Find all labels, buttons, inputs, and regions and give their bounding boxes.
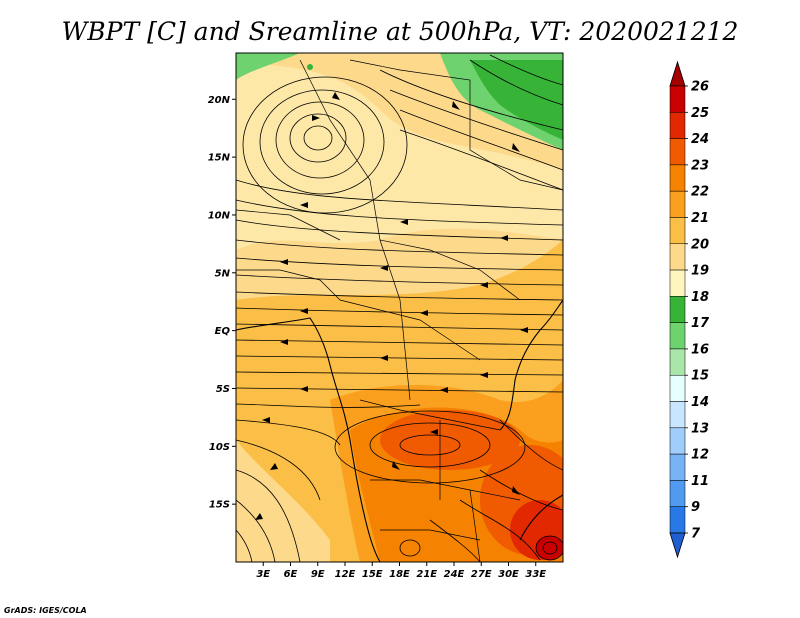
colorbar-segment	[669, 217, 686, 245]
colorbar-label: 7	[691, 527, 701, 542]
y-tick-label: 15N	[208, 153, 231, 164]
colorbar-segment	[669, 190, 686, 218]
y-tick-label: 5N	[215, 268, 231, 279]
colorbar-label: 20	[691, 237, 709, 252]
y-tick-label: 20N	[208, 95, 231, 106]
colorbar-segment	[669, 401, 686, 429]
wbpt-shading	[236, 53, 563, 562]
colorbar-bottom-triangle	[669, 532, 686, 559]
colorbar-segment	[669, 138, 686, 166]
grads-credit: GrADS: IGES/COLA	[4, 606, 87, 615]
colorbar-segment	[669, 480, 686, 507]
colorbar-segment	[669, 296, 686, 323]
x-tick-label: 15E	[362, 569, 383, 580]
colorbar-label: 15	[691, 369, 709, 384]
colorbar-segment	[669, 453, 686, 481]
y-axis: 20N 15N 10N 5N EQ 5S 10S 15S	[208, 95, 236, 511]
colorbar-label: 9	[691, 500, 700, 515]
colorbar-segment	[669, 164, 686, 192]
colorbar-segment	[669, 112, 686, 139]
colorbar-segment	[669, 322, 686, 350]
x-tick-label: 12E	[335, 569, 356, 580]
x-tick-label: 24E	[444, 569, 465, 580]
colorbar-segment	[669, 348, 686, 376]
y-tick-label: 10N	[208, 210, 231, 221]
x-tick-label: 21E	[416, 569, 437, 580]
y-tick-label: EQ	[215, 326, 231, 337]
colorbar-segment	[669, 85, 686, 113]
colorbar-label: 18	[691, 290, 709, 305]
x-tick-label: 9E	[311, 569, 325, 580]
colorbar-label: 12	[691, 448, 709, 463]
streamlines	[236, 54, 563, 562]
colorbar-label: 26	[691, 80, 709, 95]
x-tick-label: 6E	[284, 569, 298, 580]
colorbar-top-triangle	[669, 60, 686, 87]
colorbar-label: 22	[691, 185, 709, 200]
colorbar-label: 21	[691, 211, 709, 226]
colorbar-label: 16	[691, 342, 709, 357]
coastlines-borders	[236, 59, 563, 562]
figure-title: WBPT [C] and Sreamline at 500hPa, VT: 20…	[62, 17, 739, 46]
colorbar-segment	[669, 506, 686, 534]
x-tick-label: 3E	[256, 569, 270, 580]
y-tick-label: 15S	[209, 500, 230, 511]
y-tick-label: 10S	[209, 442, 230, 453]
colorbar-label: 14	[691, 395, 709, 410]
colorbar-label: 23	[691, 158, 709, 173]
colorbar-segment	[669, 269, 686, 297]
streamline-arrows	[255, 92, 528, 520]
x-tick-label: 18E	[389, 569, 410, 580]
colorbar-label: 13	[691, 421, 709, 436]
colorbar-label: 19	[691, 264, 709, 279]
x-tick-label: 27E	[471, 569, 492, 580]
colorbar-label: 24	[691, 132, 709, 147]
x-tick-label: 30E	[498, 569, 519, 580]
colorbar: 26 25 24 23 22 21 20 19 18 17 16 15 14 13 12 11 9 7	[669, 60, 710, 559]
colorbar-segment	[669, 374, 686, 402]
colorbar-label: 17	[691, 316, 710, 331]
colorbar-label: 25	[691, 106, 709, 121]
x-axis: 3E 6E 9E 12E 15E 18E 21E 24E 27E 30E 33E	[256, 562, 546, 580]
x-tick-label: 33E	[525, 569, 546, 580]
colorbar-label: 11	[691, 474, 709, 489]
colorbar-segment	[669, 427, 686, 455]
colorbar-segment	[669, 243, 686, 271]
y-tick-label: 5S	[216, 384, 230, 395]
